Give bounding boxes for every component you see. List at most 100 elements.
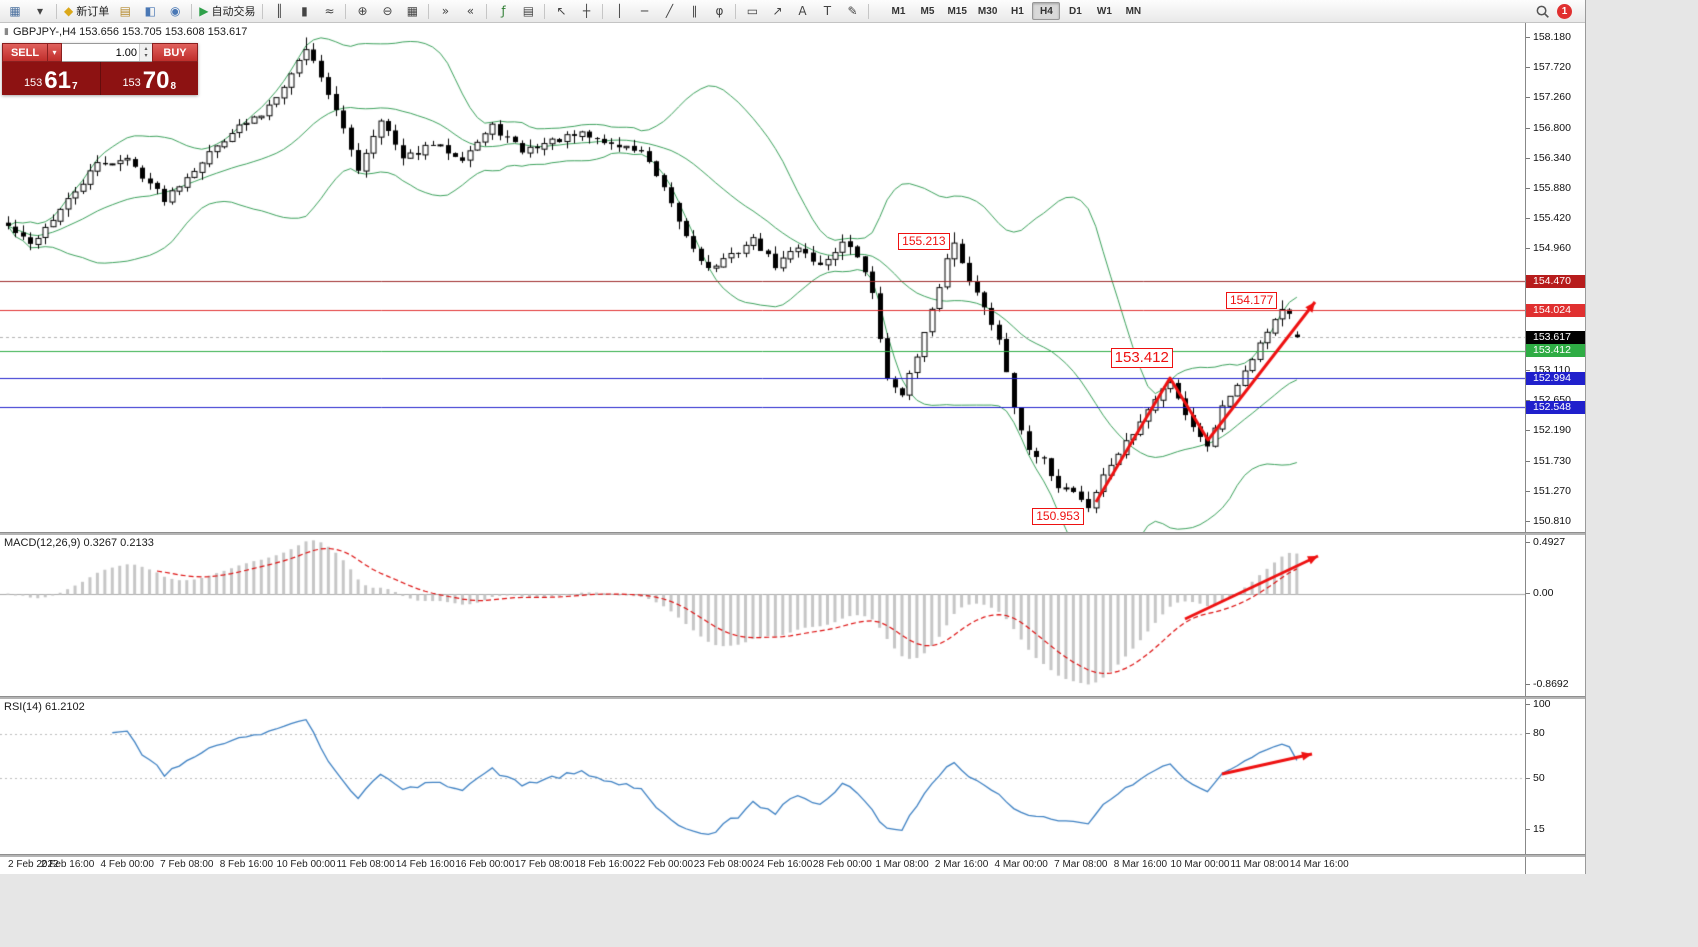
scale-tick: 156.800 — [1526, 122, 1585, 135]
time-label: 4 Mar 00:00 — [994, 859, 1048, 870]
search-icon[interactable] — [1535, 4, 1550, 19]
time-label: 2 Feb 2022 — [8, 859, 59, 870]
time-label: 10 Feb 00:00 — [276, 859, 336, 870]
toolbar-separator — [262, 3, 264, 19]
autotrading-button-label: 自动交易 — [211, 6, 256, 18]
macd-label: MACD(12,26,9) 0.3267 0.2133 — [4, 537, 154, 549]
panel-splitter[interactable] — [0, 532, 1585, 535]
time-label: 8 Feb 16:00 — [219, 859, 274, 870]
sell-price-display[interactable]: 153 61 7 — [2, 62, 100, 95]
tile-windows-icon-glyph: ▦ — [406, 4, 419, 18]
new-chart-button[interactable]: ▦ — [3, 1, 27, 21]
scale-tick: 155.420 — [1526, 212, 1585, 225]
sell-button[interactable]: SELL — [2, 43, 48, 62]
price-chart-canvas[interactable] — [0, 23, 1525, 532]
timeframe-m1[interactable]: M1 — [891, 5, 906, 17]
timeframe-h1[interactable]: H1 — [1010, 5, 1024, 17]
scale-tick: 157.260 — [1526, 91, 1585, 104]
time-label: 16 Feb 00:00 — [455, 859, 515, 870]
panel-splitter[interactable] — [0, 854, 1585, 857]
level-price-badge: 152.994 — [1526, 371, 1585, 385]
volume-down-icon[interactable]: ▾ — [144, 52, 148, 59]
line-chart-icon[interactable]: ≈ — [317, 1, 341, 21]
cursor-icon[interactable]: ↖ — [549, 1, 573, 21]
volume-input[interactable] — [62, 44, 139, 61]
fibonacci-icon[interactable]: φ — [707, 1, 731, 21]
chart-list-dropdown[interactable]: ▾ — [28, 1, 52, 21]
channel-icon[interactable]: ∥ — [682, 1, 706, 21]
zoom-out-icon[interactable]: ⊖ — [375, 1, 399, 21]
horizontal-line-icon-glyph: ─ — [640, 4, 649, 18]
timeframe-m5[interactable]: M5 — [920, 5, 935, 17]
symbol-info-text: GBPJPY-,H4 153.656 153.705 153.608 153.6… — [12, 26, 248, 38]
notification-badge[interactable]: 1 — [1557, 3, 1572, 19]
timeframe-d1[interactable]: D1 — [1068, 5, 1082, 17]
text-icon[interactable]: A — [790, 1, 814, 21]
timeframe-m30[interactable]: M30 — [977, 5, 998, 17]
trade-panel-controls: SELL ▾ ▴ ▾ BUY — [2, 43, 198, 62]
line-chart-icon-glyph: ≈ — [324, 4, 335, 18]
community-icon[interactable]: ◉ — [163, 1, 187, 21]
buy-price-prefix: 153 — [122, 77, 141, 89]
horizontal-line-icon[interactable]: ─ — [632, 1, 656, 21]
price-scale[interactable]: 158.180 157.720 157.260 156.800 156.340 155.8… — [1525, 23, 1585, 874]
level-price-badge: 152.548 — [1526, 400, 1585, 414]
price-chart-panel: ▮ GBPJPY-,H4 153.656 153.705 153.608 153… — [0, 23, 1525, 532]
chart-workspace: ▮ GBPJPY-,H4 153.656 153.705 153.608 153… — [0, 23, 1585, 874]
time-label: 17 Feb 08:00 — [514, 859, 574, 870]
economic-calendar-icon[interactable]: ▤ — [113, 1, 137, 21]
time-label: 7 Mar 08:00 — [1054, 859, 1108, 870]
edit-icon-glyph: ✎ — [847, 4, 858, 18]
trendline-icon-glyph: ╱ — [665, 4, 674, 18]
objects-list-icon[interactable]: ▤ — [516, 1, 540, 21]
economic-calendar-icon-glyph: ▤ — [119, 4, 131, 18]
shapes-icon[interactable]: ▭ — [740, 1, 764, 21]
shapes-icon-glyph: ▭ — [746, 4, 759, 18]
scale-tick: 157.720 — [1526, 61, 1585, 74]
candlestick-chart-icon[interactable]: ▮ — [292, 1, 316, 21]
indicators-icon[interactable]: ƒ — [491, 1, 515, 21]
market-icon[interactable]: ◧ — [138, 1, 162, 21]
macd-canvas[interactable] — [0, 534, 1525, 696]
buy-price-display[interactable]: 153 70 8 — [99, 62, 199, 95]
bar-chart-icon[interactable]: ║ — [267, 1, 291, 21]
edit-icon[interactable]: ✎ — [840, 1, 864, 21]
tile-windows-icon[interactable]: ▦ — [400, 1, 424, 21]
mt4-window: ▦ ▾ ◆ 新订单 ▤ ◧ ◉ ▶ 自动交易 ║ ▮ ≈ ⊕ ⊖ ▦ » « ƒ ▤ ↖ ┼ │ ─ ╱ ∥ φ ▭ ↗ A T ✎ M1 M5… — [0, 0, 1586, 874]
crosshair-icon[interactable]: ┼ — [574, 1, 598, 21]
time-label: 2 Feb 16:00 — [40, 859, 95, 870]
chart-shift-icon[interactable]: « — [458, 1, 482, 21]
buy-button[interactable]: BUY — [152, 43, 198, 62]
panel-splitter[interactable] — [0, 696, 1585, 699]
time-axis[interactable]: 2 Feb 2022 2 Feb 16:00 4 Feb 00:00 7 Feb 08… — [0, 856, 1525, 874]
scale-tick: 151.270 — [1526, 485, 1585, 498]
new-order-button[interactable]: ◆ 新订单 — [61, 1, 112, 21]
volume-steppers[interactable]: ▴ ▾ — [139, 44, 152, 61]
autotrading-button[interactable]: ▶ 自动交易 — [196, 1, 258, 21]
scale-tick: 150.810 — [1526, 515, 1585, 528]
rsi-canvas[interactable] — [0, 698, 1525, 854]
scale-tick: 155.880 — [1526, 182, 1585, 195]
candlestick-chart-icon-glyph: ▮ — [301, 4, 308, 18]
time-label: 11 Feb 08:00 — [336, 859, 395, 870]
time-label: 28 Feb 00:00 — [812, 859, 872, 870]
timeframe-h4[interactable]: H4 — [1032, 2, 1061, 20]
rsi-panel: RSI(14) 61.2102 — [0, 698, 1525, 854]
trendline-icon[interactable]: ╱ — [657, 1, 681, 21]
auto-scroll-icon[interactable]: » — [433, 1, 457, 21]
text-label-icon[interactable]: T — [815, 1, 839, 21]
text-label-icon-glyph: T — [823, 4, 832, 18]
time-label: 7 Feb 08:00 — [160, 859, 214, 870]
volume-up-icon[interactable]: ▴ — [144, 45, 148, 52]
volume-field: ▴ ▾ — [62, 43, 152, 62]
autotrading-glyph: ▶ — [199, 4, 209, 18]
zoom-in-icon[interactable]: ⊕ — [350, 1, 374, 21]
timeframe-w1[interactable]: W1 — [1096, 5, 1112, 17]
scale-tick: 156.340 — [1526, 152, 1585, 165]
vertical-line-icon[interactable]: │ — [607, 1, 631, 21]
macd-scale-tick: -0.8692 — [1526, 678, 1585, 691]
timeframe-mn[interactable]: MN — [1125, 5, 1142, 17]
trade-options-dropdown[interactable]: ▾ — [48, 43, 62, 62]
arrows-icon[interactable]: ↗ — [765, 1, 789, 21]
timeframe-m15[interactable]: M15 — [947, 5, 967, 17]
